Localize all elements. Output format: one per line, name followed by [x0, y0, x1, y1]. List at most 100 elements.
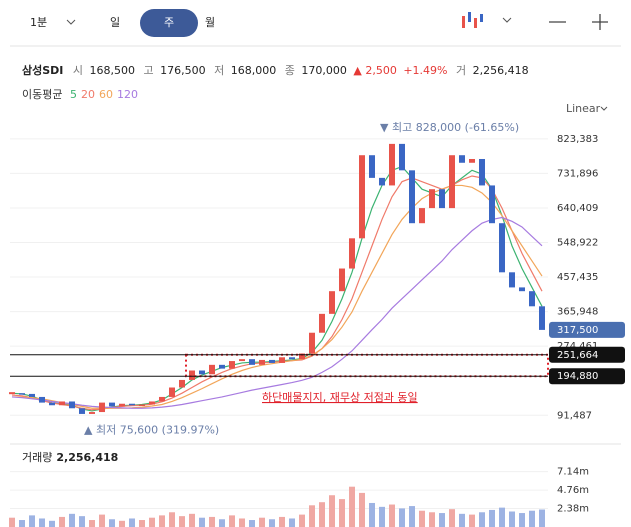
candle: [39, 396, 45, 403]
volume-bar: [139, 520, 145, 527]
volume-bar: [369, 502, 375, 527]
volume-bar: [249, 520, 255, 527]
candle: [389, 143, 395, 186]
y-tick-label: 548,922: [557, 237, 598, 248]
volume-bar: [419, 510, 425, 527]
candle: [99, 402, 105, 413]
volume-bar: [319, 502, 325, 527]
candle: [229, 361, 235, 369]
label: 고: [144, 64, 154, 77]
y-tick-label: 274,461: [557, 341, 598, 352]
volume-bar: [39, 518, 45, 527]
volume-value: 2,256,418: [56, 451, 118, 464]
interval-tab[interactable]: 월: [205, 16, 215, 29]
volume-bar: [69, 513, 75, 527]
volume-bar: [299, 514, 305, 527]
candle: [509, 272, 515, 288]
candle: [269, 359, 275, 363]
volume-bar: [179, 516, 185, 527]
legend-entry: 60: [99, 88, 113, 101]
volume-bar: [169, 512, 175, 527]
volume-bar: [289, 518, 295, 527]
volume-bar: [529, 510, 535, 527]
candle: [449, 155, 455, 209]
moving-average: [11, 175, 543, 411]
quote-line: 삼성SDI 시 168,500 고 176,500 저 168,000 종 17…: [22, 63, 529, 77]
value: 176,500: [160, 64, 206, 77]
last-price-badge: [549, 321, 625, 338]
volume-bar: [59, 516, 65, 527]
y-tick-label: 640,409: [557, 203, 598, 214]
scale-mode[interactable]: Linear: [566, 102, 601, 115]
candle: [489, 185, 495, 224]
candle: [379, 177, 385, 186]
volume-bar: [149, 517, 155, 527]
candle: [89, 412, 95, 414]
change-pct: +1.49%: [403, 64, 447, 77]
candle: [139, 404, 145, 406]
candle: [219, 364, 225, 369]
candle: [259, 359, 265, 365]
candle: [179, 379, 185, 388]
candle: [539, 306, 545, 330]
volume-bar: [209, 516, 215, 527]
candle: [29, 393, 35, 397]
volume-bar: [119, 520, 125, 527]
volume-bar: [339, 499, 345, 527]
volume-bar: [509, 511, 515, 527]
high-label: ▼ 최고 828,000 (-61.65%): [380, 121, 519, 134]
candle: [209, 364, 215, 375]
candle: [309, 332, 315, 354]
volume-bar: [479, 512, 485, 527]
volume-bar: [259, 517, 265, 527]
volume-bar: [329, 495, 335, 527]
candle: [129, 403, 135, 406]
dropdown-icon[interactable]: [66, 19, 76, 25]
volume-bar: [189, 513, 195, 527]
chart-type-icon[interactable]: [462, 12, 483, 28]
candle: [359, 155, 365, 239]
y-tick-label: 7.14m: [557, 467, 589, 478]
interval-tab-selected[interactable]: 주: [164, 16, 174, 29]
y-tick-label: 365,948: [557, 307, 598, 318]
volume-name: 거래량: [22, 451, 52, 464]
candle: [409, 170, 415, 224]
y-tick-label: 2.38m: [557, 504, 589, 515]
label: 시: [73, 64, 83, 77]
level-badge: [549, 368, 625, 385]
label: 종: [285, 64, 295, 77]
volume-bar: [49, 520, 55, 527]
volume-bar: [359, 492, 365, 527]
candle: [419, 208, 425, 224]
interval-tab[interactable]: 1분: [30, 16, 47, 29]
candle: [429, 189, 435, 209]
last-price-label: 317,500: [557, 325, 598, 336]
candle: [249, 359, 255, 365]
candle: [459, 155, 465, 163]
zoom-in[interactable]: [592, 14, 608, 30]
interval-tab[interactable]: 일: [110, 15, 120, 29]
candle: [349, 238, 355, 269]
ma-legend: 이동평균 5 20 60 120: [22, 88, 138, 101]
y-tick-label: 823,383: [557, 134, 598, 145]
candle: [79, 408, 85, 414]
candle: [189, 370, 195, 380]
label: 거: [456, 64, 466, 77]
candle: [9, 392, 15, 395]
label: 저: [214, 64, 224, 77]
volume-bar: [29, 515, 35, 527]
moving-average: [12, 184, 543, 409]
y-tick-label: 731,896: [557, 168, 598, 179]
volume-bar: [389, 504, 395, 527]
selected-tab-bg[interactable]: [140, 9, 198, 37]
value: 168,500: [90, 64, 136, 77]
candle: [469, 158, 475, 163]
candle: [399, 143, 405, 171]
candle: [149, 401, 155, 405]
volume-bar: [9, 517, 15, 527]
candle: [119, 403, 125, 407]
legend-entry: 20: [81, 88, 95, 101]
support-zone: [185, 353, 549, 378]
dropdown-icon[interactable]: [600, 106, 608, 111]
dropdown-icon[interactable]: [502, 17, 512, 23]
